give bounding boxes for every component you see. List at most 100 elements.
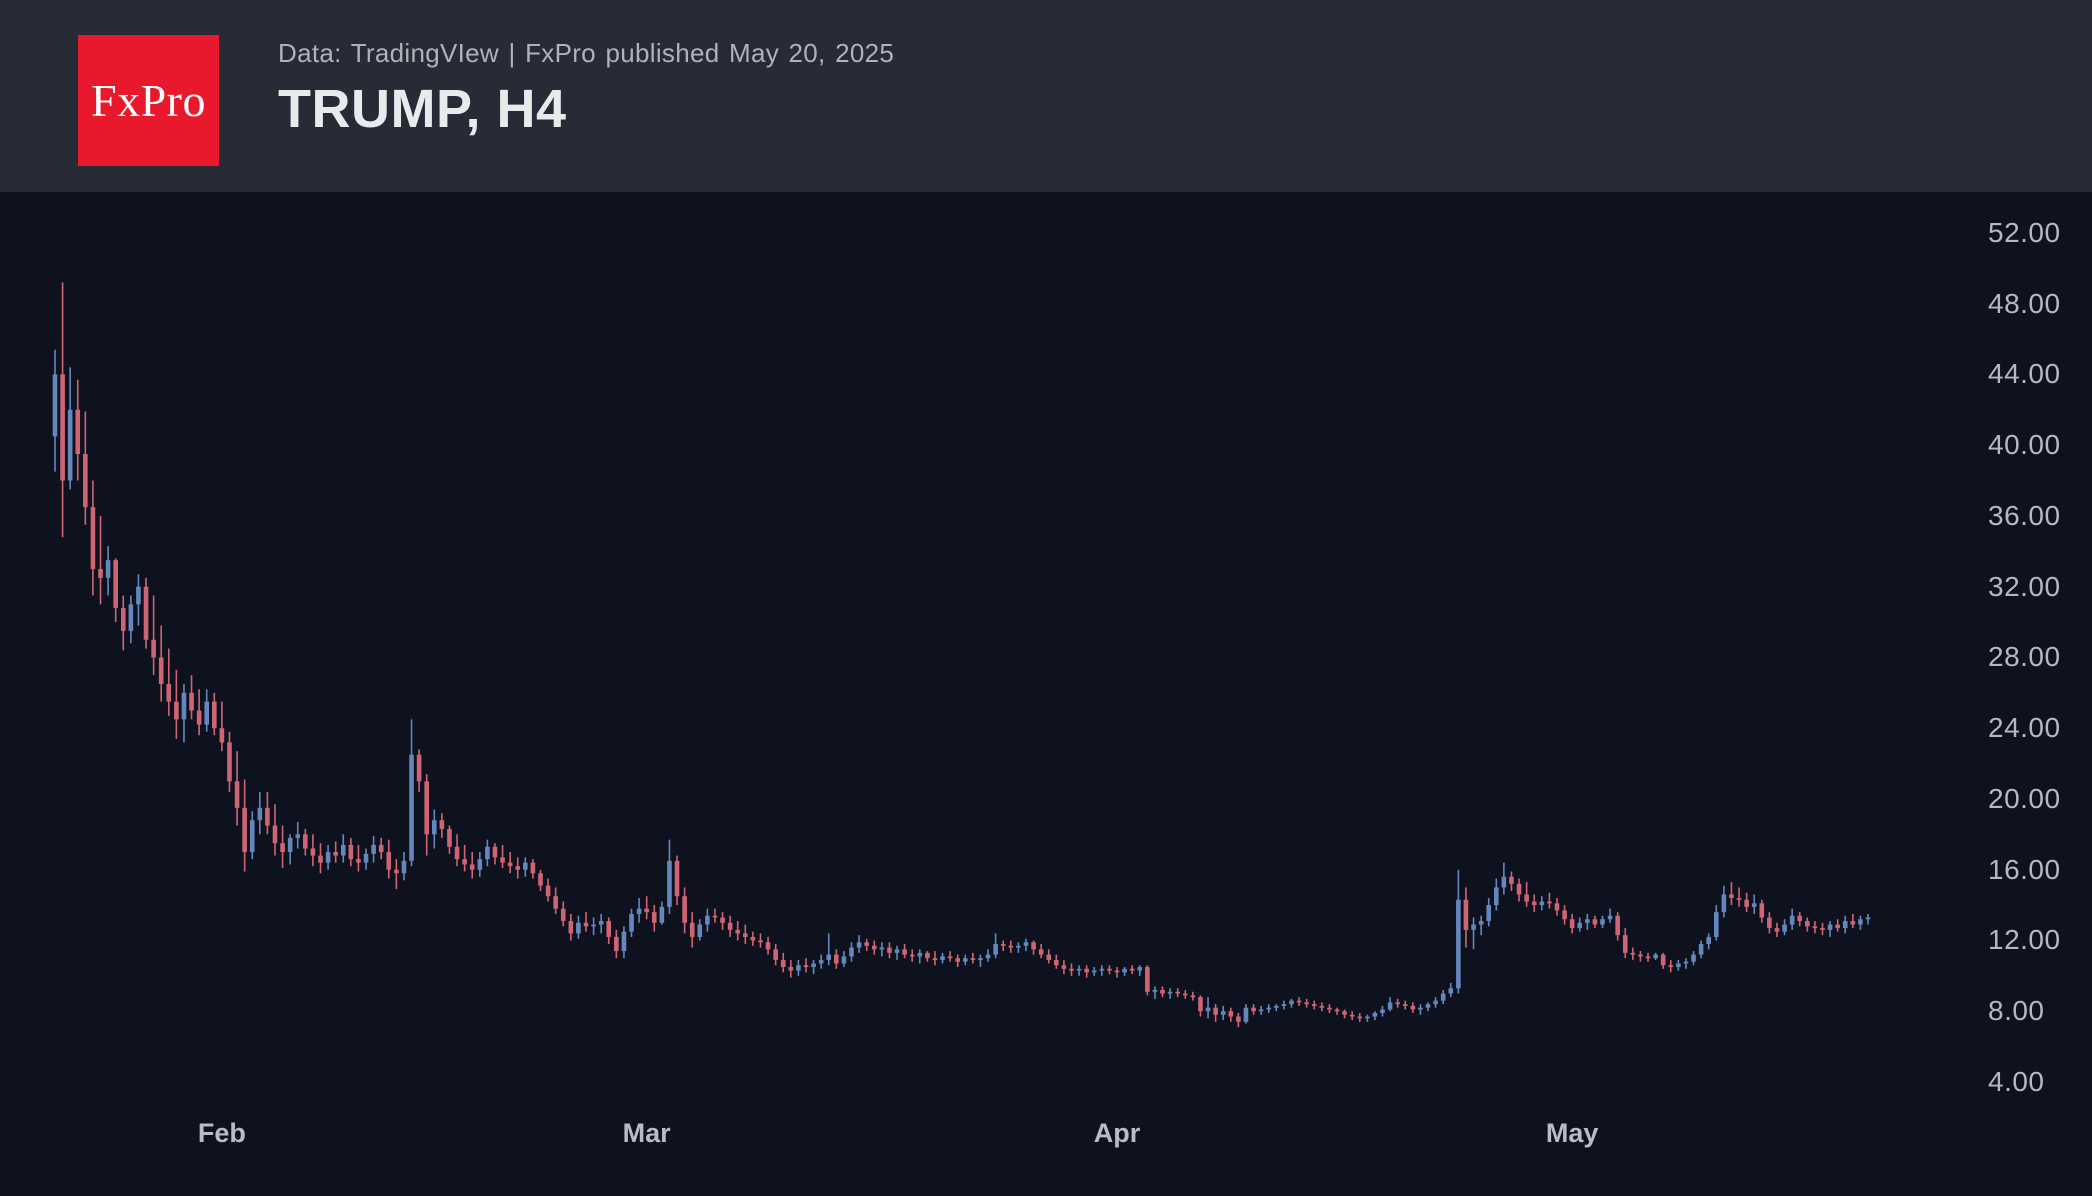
candle-body — [1751, 903, 1757, 907]
candle-down — [651, 905, 657, 932]
candle-down — [378, 837, 384, 860]
candle-body — [439, 820, 445, 830]
candle-body — [120, 607, 126, 631]
candle-up — [128, 595, 134, 644]
candle-up — [796, 959, 801, 976]
candle-down — [83, 411, 88, 525]
candle-up — [985, 949, 991, 962]
candle-body — [1789, 915, 1795, 925]
candle-down — [773, 944, 778, 966]
candle-wick — [501, 844, 504, 868]
candle-down — [1531, 894, 1537, 913]
time-axis-label: Mar — [622, 1118, 671, 1148]
candle-body — [1145, 967, 1150, 992]
price-axis-label: 36.00 — [1988, 499, 2061, 531]
candle-body — [720, 917, 725, 923]
candle-body — [1812, 926, 1818, 929]
candle-up — [841, 951, 847, 968]
candle-up — [894, 945, 900, 960]
candle-up — [287, 834, 293, 865]
candle-body — [1827, 924, 1833, 930]
price-axis-label: 12.00 — [1988, 924, 2061, 956]
candle-down — [1304, 998, 1309, 1008]
fxpro-logo: FxPro — [78, 35, 219, 166]
fxpro-logo-text: FxPro — [91, 75, 206, 126]
candle-wick — [152, 595, 155, 676]
candle-body — [970, 958, 976, 960]
candle-up — [204, 689, 210, 732]
candle-body — [1456, 899, 1461, 989]
candle-body — [1365, 1016, 1370, 1019]
candle-body — [416, 754, 422, 782]
candle-wick — [759, 933, 762, 948]
candle-down — [834, 949, 839, 969]
candle-down — [1145, 965, 1150, 996]
candle-wick — [221, 701, 223, 752]
candle-body — [780, 959, 786, 968]
candle-body — [1668, 965, 1674, 968]
candle-down — [303, 829, 308, 856]
candle-down — [788, 959, 794, 978]
candle-up — [1448, 982, 1454, 998]
candle-body — [826, 954, 832, 960]
candle-body — [1258, 1009, 1264, 1012]
candle-body — [424, 781, 429, 835]
candle-down — [1729, 882, 1734, 906]
candle-down — [1349, 1011, 1355, 1021]
candle-body — [750, 936, 756, 941]
candle-body — [743, 933, 748, 937]
candle-body — [204, 701, 210, 725]
candle-body — [1585, 919, 1590, 923]
candle-down — [1213, 1004, 1218, 1022]
candle-down — [439, 813, 445, 838]
candle-body — [90, 507, 96, 569]
candle-body — [727, 922, 733, 930]
candle-up — [523, 857, 528, 877]
candle-body — [477, 859, 483, 870]
candle-down — [1129, 965, 1135, 975]
candle-down — [1038, 944, 1044, 959]
candle-body — [265, 807, 270, 826]
candle-body — [333, 852, 338, 856]
candle-body — [1031, 942, 1036, 950]
candle-up — [1456, 869, 1461, 994]
candle-body — [962, 958, 968, 962]
candle-down — [530, 859, 536, 879]
candle-down — [871, 940, 877, 955]
candle-body — [1736, 898, 1742, 900]
candle-body — [1402, 1004, 1408, 1006]
candle-body — [871, 945, 877, 950]
candle-down — [1000, 940, 1006, 952]
candle-body — [879, 947, 885, 950]
candle-body — [591, 924, 596, 927]
candle-body — [1251, 1007, 1256, 1012]
candle-body — [1842, 921, 1848, 929]
candle-body — [1008, 945, 1014, 948]
candle-body — [98, 568, 103, 578]
candle-body — [1547, 901, 1552, 904]
candle-body — [1850, 921, 1856, 925]
candle-up — [993, 933, 998, 959]
candle-down — [803, 958, 809, 973]
candle-body — [1281, 1004, 1287, 1006]
candle-body — [1228, 1011, 1234, 1017]
candle-body — [1213, 1007, 1218, 1015]
candle-up — [1706, 933, 1711, 950]
candle-body — [1592, 919, 1598, 925]
candle-body — [158, 657, 164, 684]
candle-down — [1236, 1013, 1241, 1028]
candle-body — [1501, 876, 1507, 888]
candle-down — [1342, 1009, 1347, 1019]
candle-body — [227, 742, 232, 782]
candle-body — [978, 958, 983, 960]
candle-up — [1653, 952, 1658, 960]
candle-up — [705, 908, 710, 932]
candle-body — [606, 921, 612, 937]
time-axis-label: May — [1545, 1118, 1599, 1148]
candle-body — [955, 958, 961, 962]
candle-down — [113, 558, 118, 623]
candle-down — [1054, 954, 1059, 969]
candle-wick — [1852, 913, 1854, 929]
candle-down — [864, 938, 869, 952]
candle-down — [583, 912, 589, 932]
